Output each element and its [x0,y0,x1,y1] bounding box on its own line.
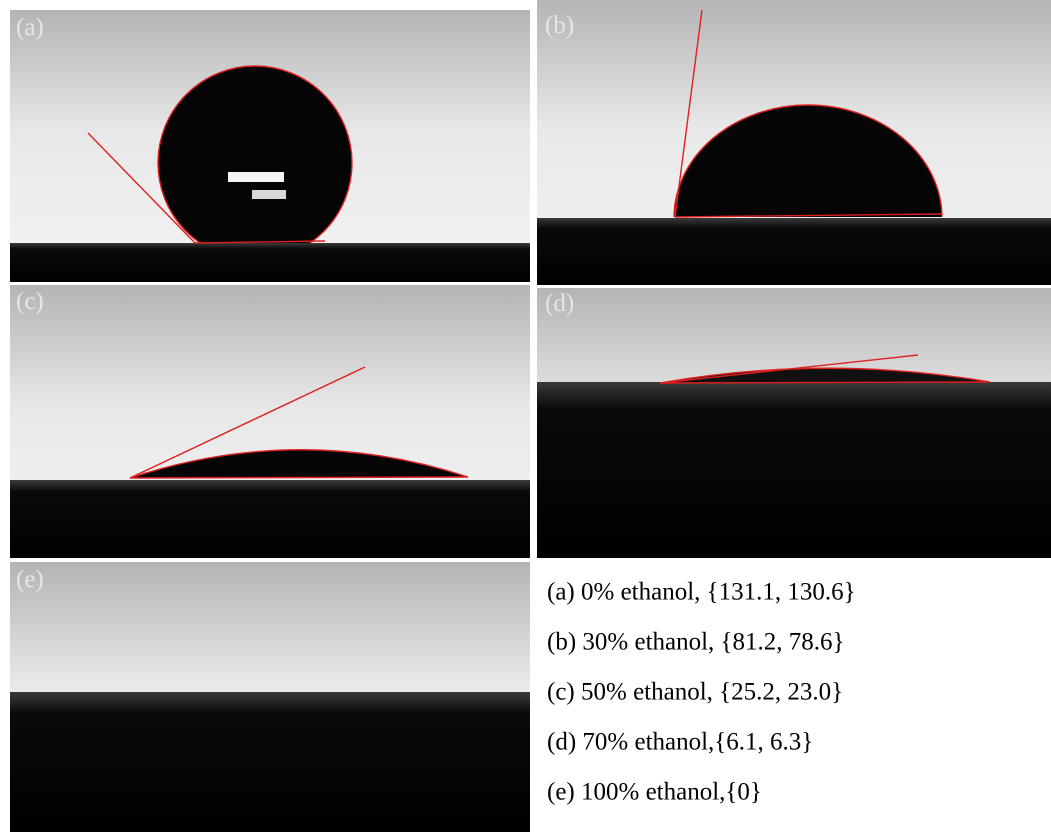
panel-label: (b) [545,12,574,39]
panel-label: (e) [16,566,44,593]
legend-entry: (a) 0% ethanol, {131.1, 130.6} [547,579,856,606]
panel-label: (c) [16,288,44,315]
panel-label: (a) [16,14,44,41]
figure: (a) (b) (c) (d) (e) (a) 0% eth [0,0,1051,832]
legend-entry: (e) 100% ethanol,{0} [547,779,762,806]
panel-label: (d) [545,290,574,317]
photo-d: (d) [537,288,1051,558]
photo-c: (c) [10,285,530,558]
legend-entry: (c) 50% ethanol, {25.2, 23.0} [547,679,843,706]
photo-a: (a) [10,10,530,282]
legend-entry: (d) 70% ethanol,{6.1, 6.3} [547,729,813,756]
photo-e: (e) [10,562,530,832]
page: {"panels": [ {"label": "(a)"}, {"label":… [0,0,1051,832]
legend-entry: (b) 30% ethanol, {81.2, 78.6} [547,629,845,656]
photo-b: (b) [537,0,1051,331]
